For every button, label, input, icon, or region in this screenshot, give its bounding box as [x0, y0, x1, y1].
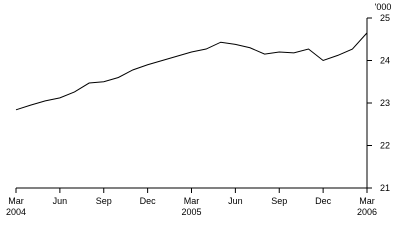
y-tick-label: 24 — [380, 56, 390, 66]
y-unit: '000 — [375, 2, 392, 12]
y-tick-label: 22 — [380, 141, 390, 151]
x-tick-label: Mar 2005 — [181, 196, 201, 217]
x-tick-label: Jun — [228, 196, 243, 206]
x-tick-label: Sep — [271, 196, 287, 206]
x-tick-label: Dec — [315, 196, 332, 206]
y-tick-label: 21 — [380, 183, 390, 193]
line-series — [15, 32, 368, 111]
x-tick-label: Dec — [140, 196, 157, 206]
chart: '000 21 22 23 24 25 Mar 2004 Jun Sep Dec Mar 2005 Ju… — [6, 2, 392, 217]
y-tick-label: 25 — [380, 13, 390, 23]
y-tick-label: 23 — [380, 98, 390, 108]
x-tick-label: Jun — [53, 196, 68, 206]
x-tick-label: Sep — [96, 196, 112, 206]
x-tick-label: Mar 2006 — [357, 196, 377, 217]
x-tick-label: Mar 2004 — [6, 196, 26, 217]
